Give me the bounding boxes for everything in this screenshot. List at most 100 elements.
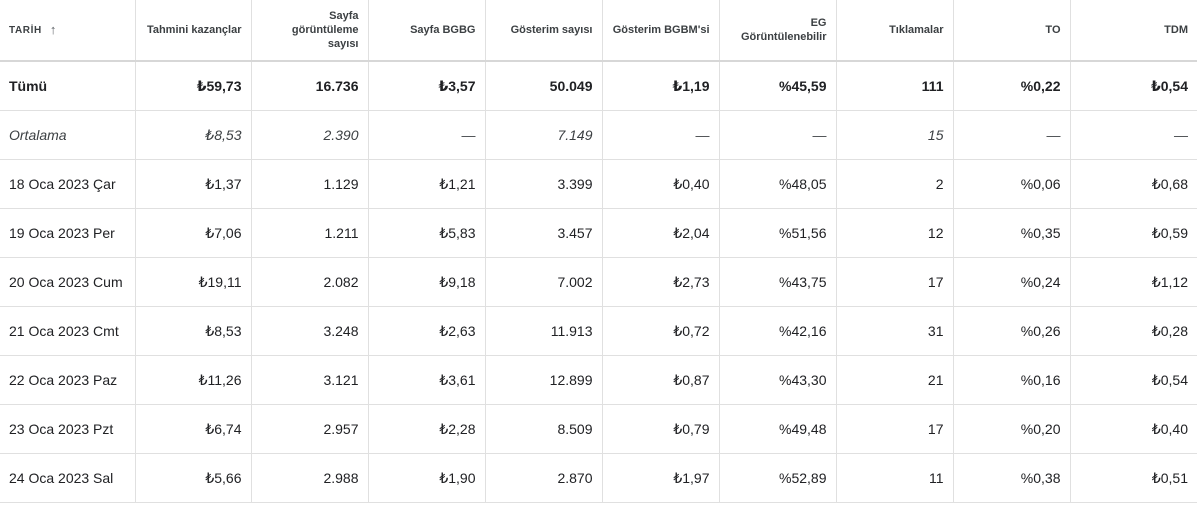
table-cell: %0,26 xyxy=(953,306,1071,356)
table-cell: %0,22 xyxy=(953,61,1071,111)
table-cell: %0,38 xyxy=(953,453,1071,503)
table-cell: 16.736 xyxy=(251,61,369,111)
table-cell: ₺6,74 xyxy=(135,404,252,454)
table-cell: ₺7,06 xyxy=(135,208,252,258)
table-cell: 2.082 xyxy=(251,257,369,307)
table-cell: ₺0,59 xyxy=(1070,208,1197,258)
table-cell: ₺1,21 xyxy=(368,159,486,209)
table-cell: ₺3,57 xyxy=(368,61,486,111)
column-header-label: Sayfa görüntüleme sayısı xyxy=(291,10,359,50)
column-header-impression-rpm[interactable]: Gösterim BGBM'si xyxy=(602,0,720,62)
table-row: 23 Oca 2023 Pzt ₺6,74 2.957 ₺2,28 8.509 … xyxy=(0,404,1197,454)
table-cell: ₺5,83 xyxy=(368,208,486,258)
table-cell: 1.211 xyxy=(251,208,369,258)
table-cell: 7.149 xyxy=(485,110,603,160)
column-header-clicks[interactable]: Tıklamalar xyxy=(836,0,954,62)
table-cell: ₺0,72 xyxy=(602,306,720,356)
column-header-page-rpm[interactable]: Sayfa BGBG xyxy=(368,0,486,62)
table-cell: 3.457 xyxy=(485,208,603,258)
table-cell: %52,89 xyxy=(719,453,837,503)
column-header-page-views[interactable]: Sayfa görüntüleme sayısı xyxy=(251,0,369,62)
table-cell: %42,16 xyxy=(719,306,837,356)
arrow-up-icon[interactable]: ↑ xyxy=(49,21,57,37)
table-cell: — xyxy=(368,110,486,160)
average-label: Ortalama xyxy=(0,110,136,160)
table-cell: ₺1,12 xyxy=(1070,257,1197,307)
table-cell: ₺1,90 xyxy=(368,453,486,503)
table-cell: — xyxy=(953,110,1071,160)
column-header-active-view[interactable]: EG Görüntülenebilir xyxy=(719,0,837,62)
column-header-label: Gösterim sayısı xyxy=(510,24,593,36)
table-cell: 3.121 xyxy=(251,355,369,405)
table-cell: ₺0,51 xyxy=(1070,453,1197,503)
table-cell: ₺0,68 xyxy=(1070,159,1197,209)
table-cell: 11 xyxy=(836,453,954,503)
table-cell: 1.129 xyxy=(251,159,369,209)
table-cell: 2.988 xyxy=(251,453,369,503)
average-row: Ortalama ₺8,53 2.390 — 7.149 — — 15 — — xyxy=(0,110,1197,160)
row-date: 21 Oca 2023 Cmt xyxy=(0,306,136,356)
table-cell: ₺0,28 xyxy=(1070,306,1197,356)
table-cell: %0,24 xyxy=(953,257,1071,307)
table-cell: — xyxy=(1070,110,1197,160)
table-cell: %0,20 xyxy=(953,404,1071,454)
table-cell: 2.390 xyxy=(251,110,369,160)
table-cell: 11.913 xyxy=(485,306,603,356)
table-cell: 17 xyxy=(836,404,954,454)
table-cell: ₺2,73 xyxy=(602,257,720,307)
table-cell: ₺1,37 xyxy=(135,159,252,209)
column-header-cpc[interactable]: TDM xyxy=(1070,0,1197,62)
column-header-label: Sayfa BGBG xyxy=(410,24,476,36)
table-cell: %51,56 xyxy=(719,208,837,258)
table-cell: %0,06 xyxy=(953,159,1071,209)
column-header-est-earnings[interactable]: Tahmini kazançlar xyxy=(135,0,252,62)
table-cell: 8.509 xyxy=(485,404,603,454)
column-header-label: EG Görüntülenebilir xyxy=(740,17,827,43)
total-row: Tümü ₺59,73 16.736 ₺3,57 50.049 ₺1,19 %4… xyxy=(0,61,1197,111)
table-cell: ₺0,40 xyxy=(602,159,720,209)
table-row: 21 Oca 2023 Cmt ₺8,53 3.248 ₺2,63 11.913… xyxy=(0,306,1197,356)
row-date: 22 Oca 2023 Paz xyxy=(0,355,136,405)
table-cell: ₺0,54 xyxy=(1070,61,1197,111)
table-cell: 7.002 xyxy=(485,257,603,307)
table-cell: ₺1,19 xyxy=(602,61,720,111)
table-cell: ₺2,04 xyxy=(602,208,720,258)
column-header-label: Tıklamalar xyxy=(889,24,944,36)
table-cell: 17 xyxy=(836,257,954,307)
table-cell: 15 xyxy=(836,110,954,160)
table-cell: 12.899 xyxy=(485,355,603,405)
table-cell: 2 xyxy=(836,159,954,209)
table-cell: 21 xyxy=(836,355,954,405)
table-cell: ₺8,53 xyxy=(135,110,252,160)
table-cell: ₺11,26 xyxy=(135,355,252,405)
table-cell: — xyxy=(719,110,837,160)
column-header-ctr[interactable]: TO xyxy=(953,0,1071,62)
column-header-label: Tahmini kazançlar xyxy=(146,24,242,36)
table-cell: ₺0,54 xyxy=(1070,355,1197,405)
row-date: 20 Oca 2023 Cum xyxy=(0,257,136,307)
table-cell: 2.957 xyxy=(251,404,369,454)
table-cell: ₺5,66 xyxy=(135,453,252,503)
column-header-label: TO xyxy=(1045,24,1061,36)
table-cell: ₺1,97 xyxy=(602,453,720,503)
table-cell: %43,75 xyxy=(719,257,837,307)
table-cell: ₺0,87 xyxy=(602,355,720,405)
table-cell: ₺0,40 xyxy=(1070,404,1197,454)
table-row: 18 Oca 2023 Çar ₺1,37 1.129 ₺1,21 3.399 … xyxy=(0,159,1197,209)
table-cell: 31 xyxy=(836,306,954,356)
table-cell: 12 xyxy=(836,208,954,258)
table-cell: ₺2,63 xyxy=(368,306,486,356)
table-row: 22 Oca 2023 Paz ₺11,26 3.121 ₺3,61 12.89… xyxy=(0,355,1197,405)
table-cell: ₺0,79 xyxy=(602,404,720,454)
table-cell: %43,30 xyxy=(719,355,837,405)
column-header-date[interactable]: TARİH ↑ xyxy=(0,0,136,62)
column-header-label: TDM xyxy=(1164,24,1188,36)
table-cell: 3.248 xyxy=(251,306,369,356)
table-cell: 2.870 xyxy=(485,453,603,503)
table-row: 19 Oca 2023 Per ₺7,06 1.211 ₺5,83 3.457 … xyxy=(0,208,1197,258)
column-header-impressions[interactable]: Gösterim sayısı xyxy=(485,0,603,62)
table-row: 24 Oca 2023 Sal ₺5,66 2.988 ₺1,90 2.870 … xyxy=(0,453,1197,503)
column-header-label: Gösterim BGBM'si xyxy=(612,24,710,36)
table-cell: %49,48 xyxy=(719,404,837,454)
